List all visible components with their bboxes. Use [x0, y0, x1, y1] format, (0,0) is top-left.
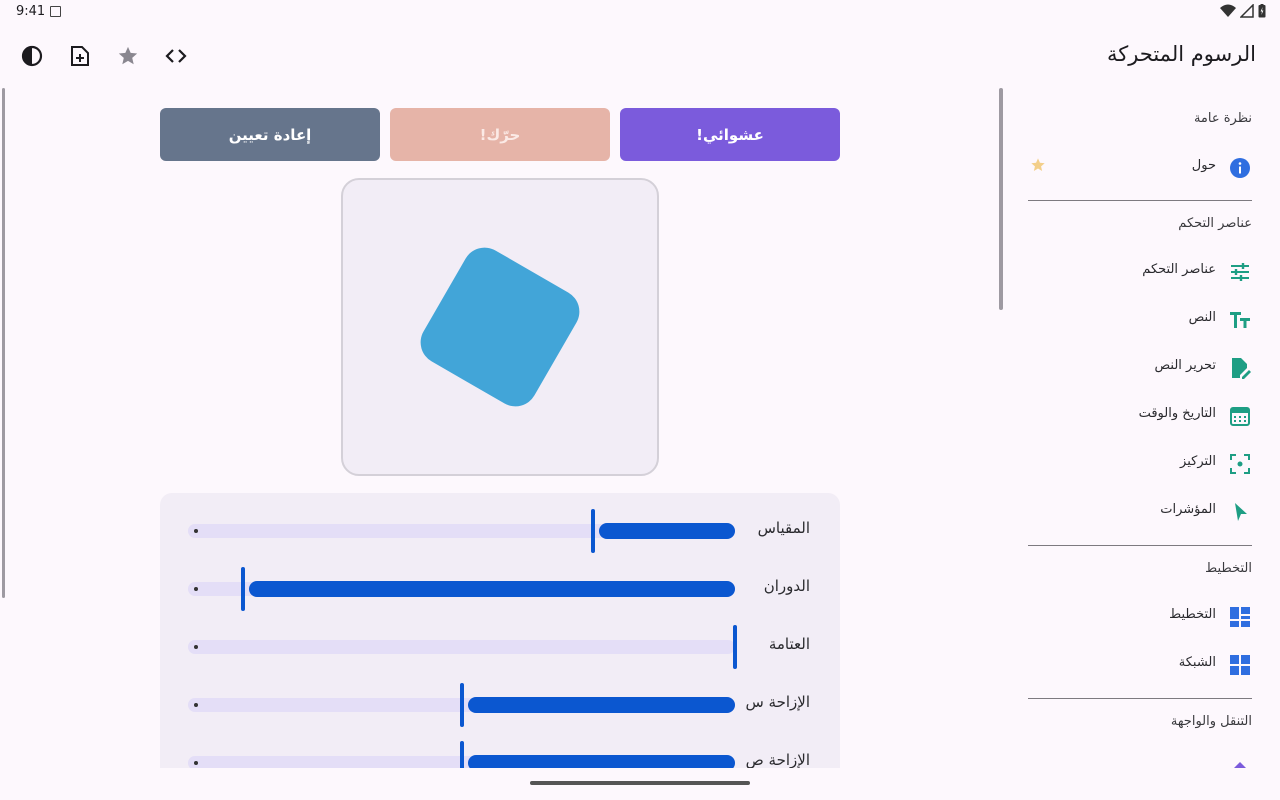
nav-item-grid[interactable]: الشبكة [1028, 645, 1252, 685]
nav-divider [1028, 545, 1252, 546]
new-file-button[interactable] [64, 40, 96, 72]
slider-label: الإزاحة ص [745, 751, 810, 768]
theme-toggle-button[interactable] [16, 40, 48, 72]
slider-label: المقياس [757, 519, 810, 537]
slider-row-scale: المقياس [160, 509, 840, 553]
nav-item-edit-text[interactable]: تحرير النص [1028, 348, 1252, 388]
navigation-icon [1234, 762, 1246, 768]
slider-active-track [467, 755, 735, 768]
slider-stop-indicator [194, 529, 198, 533]
slider-label: الإزاحة س [745, 693, 810, 711]
nav-item-label: الشبكة [1178, 655, 1216, 670]
random-button[interactable]: عشوائي! [620, 108, 840, 161]
nav-section-header: التنقل والواجهة [1170, 714, 1252, 729]
nav-section-header: نظرة عامة [1193, 111, 1252, 126]
slider-label: الدوران [763, 577, 810, 595]
nav-item-controls[interactable]: عناصر التحكم [1028, 252, 1252, 292]
nav-item-label: النص [1188, 310, 1216, 325]
slider-stop-indicator [194, 703, 198, 707]
nav-item-partial[interactable] [1228, 760, 1252, 768]
slider-row-offset-y: الإزاحة ص [160, 741, 840, 768]
slider-thumb[interactable] [240, 567, 245, 611]
content-scrollbar[interactable] [2, 88, 5, 598]
nav-item-pointers[interactable]: المؤشرات [1028, 492, 1252, 532]
star-icon [118, 46, 138, 65]
slider-row-offset-x: الإزاحة س [160, 683, 840, 727]
nav-item-focus[interactable]: التركيز [1028, 444, 1252, 484]
slider-active-track [598, 523, 735, 539]
nav-item-label: تحرير النص [1154, 358, 1216, 373]
status-bar: 9:41 [0, 0, 1280, 24]
slider-active-track [248, 581, 735, 597]
focus-icon [1228, 452, 1252, 476]
slider-track[interactable] [188, 640, 735, 654]
nav-divider [1028, 698, 1252, 699]
nav-item-label: عناصر التحكم [1142, 262, 1216, 277]
code-icon [165, 49, 187, 63]
theme-contrast-icon [21, 45, 43, 67]
slider-thumb[interactable] [590, 509, 595, 553]
status-icons [1220, 4, 1266, 18]
dashboard-icon [1228, 605, 1252, 629]
info-icon [1228, 156, 1252, 180]
calendar-icon [1228, 404, 1252, 428]
status-time: 9:41 [16, 4, 46, 19]
pointer-icon [1228, 500, 1252, 524]
slider-thumb[interactable] [733, 625, 737, 669]
tune-icon [1228, 260, 1252, 284]
slider-row-opacity: العتامة [160, 625, 840, 669]
notification-icon [50, 6, 61, 17]
slider-stop-indicator [194, 587, 198, 591]
move-button[interactable]: حرّك! [390, 108, 610, 161]
app-title: الرسوم المتحركة [1106, 42, 1256, 66]
signal-icon [1240, 4, 1254, 18]
favorite-star-icon [1030, 157, 1046, 177]
new-file-icon [71, 46, 89, 66]
slider-stop-indicator [194, 645, 198, 649]
source-code-button[interactable] [160, 40, 192, 72]
slider-thumb[interactable] [459, 683, 464, 727]
slider-stop-indicator [194, 761, 198, 765]
text-fields-icon [1228, 308, 1252, 332]
favorite-button[interactable] [112, 40, 144, 72]
nav-item-label: التاريخ والوقت [1138, 406, 1216, 421]
nav-item-about[interactable]: حول [1028, 148, 1252, 188]
nav-section-header: التخطيط [1205, 561, 1252, 576]
nav-item-label: حول [1191, 158, 1216, 173]
drawer-scrollbar[interactable] [999, 88, 1003, 310]
slider-row-rotation: الدوران [160, 567, 840, 611]
grid-icon [1228, 653, 1252, 677]
nav-item-text[interactable]: النص [1028, 300, 1252, 340]
nav-item-date-time[interactable]: التاريخ والوقت [1028, 396, 1252, 436]
animation-canvas [341, 178, 659, 476]
nav-divider [1028, 200, 1252, 201]
gesture-nav-handle[interactable] [530, 781, 750, 785]
animated-shape [412, 239, 588, 415]
nav-item-label: التخطيط [1169, 607, 1216, 622]
nav-section-header: عناصر التحكم [1178, 216, 1252, 231]
wifi-icon [1220, 4, 1236, 17]
edit-document-icon [1228, 356, 1252, 380]
slider-thumb[interactable] [459, 741, 464, 768]
battery-icon [1258, 4, 1266, 18]
slider-panel: المقياس الدوران العتامة الإزاحة س الإزاح… [160, 493, 840, 768]
slider-label: العتامة [768, 635, 810, 653]
nav-item-label: المؤشرات [1160, 502, 1216, 517]
slider-active-track [467, 697, 735, 713]
nav-item-layout[interactable]: التخطيط [1028, 597, 1252, 637]
nav-item-label: التركيز [1180, 454, 1216, 469]
reset-button[interactable]: إعادة تعيين [160, 108, 380, 161]
slider-track[interactable] [188, 524, 735, 538]
